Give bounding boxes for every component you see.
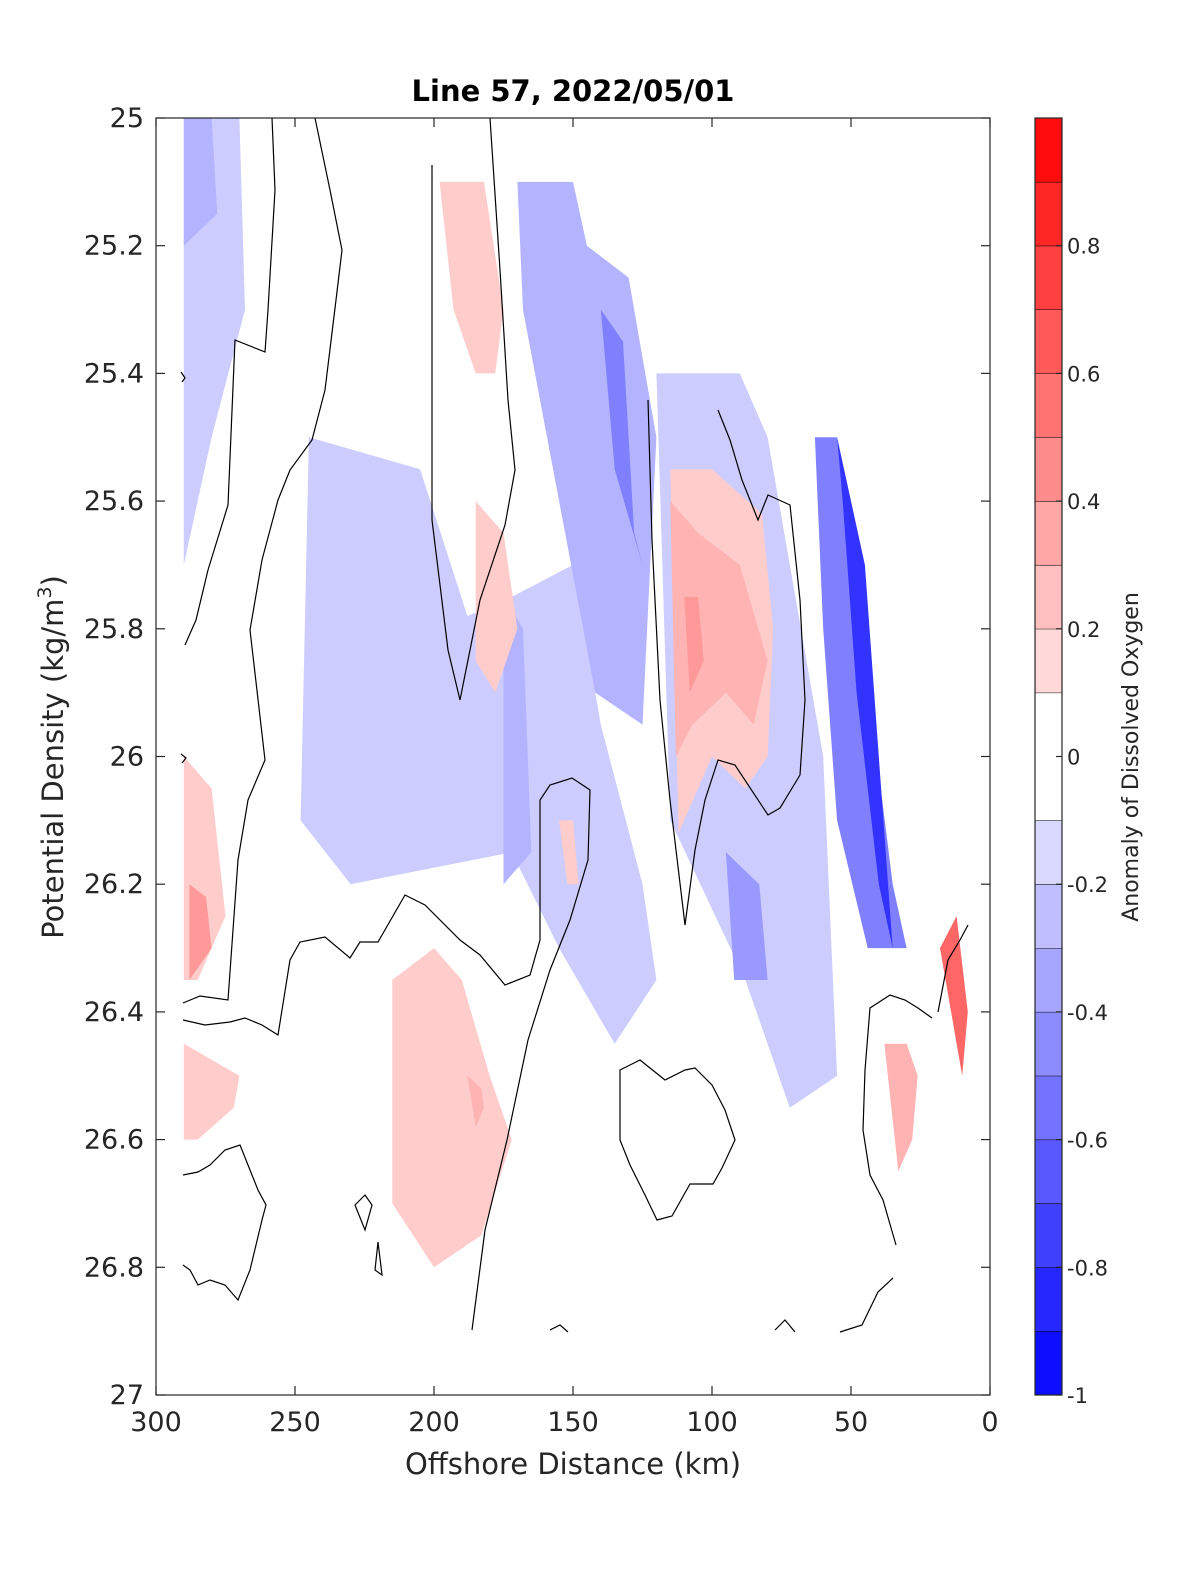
- anomaly-region-15: [439, 181, 504, 374]
- colorbar-band: [1035, 1011, 1062, 1076]
- colorbar-band: [1035, 628, 1062, 693]
- x-tick-label: 200: [408, 1407, 460, 1438]
- zero-contour-line: [862, 994, 933, 1246]
- anomaly-region-2: [300, 437, 657, 1044]
- chart-title: Line 57, 2022/05/01: [412, 74, 735, 108]
- colorbar-band: [1035, 501, 1062, 565]
- y-axis-label-close: ): [36, 575, 70, 586]
- y-tick-label: 26.2: [84, 869, 144, 900]
- zero-contour-line: [354, 1194, 373, 1232]
- y-tick-label: 25.8: [84, 614, 144, 645]
- anomaly-region-20: [684, 596, 704, 693]
- x-tick-label: 150: [547, 1407, 599, 1438]
- y-tick-label: 25: [110, 103, 144, 134]
- zero-contour-line: [374, 1241, 383, 1277]
- zero-contour-line: [431, 118, 516, 701]
- anomaly-region-13: [392, 948, 512, 1268]
- zero-contour-line: [549, 1324, 569, 1333]
- zero-contour-line: [182, 118, 343, 1004]
- y-tick-label: 26.6: [84, 1125, 144, 1156]
- colorbar-tick-label: -1: [1067, 1384, 1088, 1408]
- colorbar-band: [1035, 1139, 1062, 1204]
- colorbar-tick-label: -0.6: [1067, 1129, 1108, 1153]
- y-tick-label: 25.2: [84, 231, 144, 262]
- colorbar-tick-label: -0.4: [1067, 1001, 1108, 1025]
- x-axis-ticks: 300 250 200 150 100 50 0: [130, 118, 999, 1438]
- y-tick-label: 27: [110, 1380, 144, 1411]
- y-axis-label: Potential Density (kg/m3): [34, 575, 70, 939]
- colorbar-band: [1035, 373, 1062, 438]
- zero-contour-line: [184, 118, 276, 646]
- x-tick-label: 0: [981, 1407, 998, 1438]
- x-axis-label: Offshore Distance (km): [405, 1447, 741, 1481]
- x-tick-label: 300: [130, 1407, 182, 1438]
- colorbar-tick-label: -0.8: [1067, 1256, 1108, 1280]
- anomaly-region-3: [503, 596, 532, 885]
- anomaly-region-16: [475, 501, 518, 693]
- y-axis-ticks: 25 25.2 25.4 25.6 25.8 26 26.2 26.4 26.6 26.8 27: [84, 103, 990, 1411]
- y-tick-label: 25.6: [84, 486, 144, 517]
- y-tick-label: 26.8: [84, 1252, 144, 1283]
- x-tick-label: 250: [269, 1407, 321, 1438]
- anomaly-region-9: [837, 437, 893, 949]
- zero-contour-line: [182, 777, 591, 1331]
- zero-contour-line: [619, 1059, 736, 1221]
- anomaly-region-21: [884, 1043, 918, 1172]
- colorbar-tick-label: -0.2: [1067, 873, 1108, 897]
- colorbar-tick-label: 0.4: [1067, 490, 1100, 514]
- zero-contour-line: [647, 399, 806, 926]
- anomaly-region-22: [940, 916, 968, 1076]
- colorbar-tick-label: 0.2: [1067, 618, 1100, 642]
- colorbar-band: [1035, 437, 1062, 502]
- y-tick-label: 25.4: [84, 358, 144, 389]
- colorbar-band: [1035, 1331, 1062, 1395]
- colorbar-band: [1035, 884, 1062, 949]
- colorbar-label: Anomaly of Dissolved Oxygen: [1119, 592, 1144, 922]
- anomaly-region-11: [189, 884, 212, 980]
- zero-contour-line: [937, 924, 969, 1013]
- colorbar-tick-label: 0.6: [1067, 362, 1100, 386]
- colorbar-band: [1035, 118, 1062, 182]
- anomaly-region-4: [517, 181, 657, 725]
- colorbar-band: [1035, 181, 1062, 246]
- colorbar-tick-label: 0: [1067, 746, 1080, 770]
- plot-area: [156, 118, 990, 1395]
- zero-contour-line: [774, 1319, 796, 1333]
- anomaly-region-7: [725, 852, 768, 980]
- anomaly-region-19: [670, 501, 768, 757]
- anomaly-region-12: [183, 1043, 240, 1140]
- colorbar-band: [1035, 948, 1062, 1012]
- colorbar-ticks: -1 -0.8 -0.6 -0.4 -0.2 0 0.2 0.4 0.6 0.8: [1056, 235, 1108, 1408]
- x-tick-label: 100: [686, 1407, 738, 1438]
- anomaly-region-14: [467, 1075, 484, 1127]
- zero-contour-line: [839, 1277, 894, 1333]
- zero-contour-line: [180, 371, 186, 383]
- colorbar-tick-label: 0.8: [1067, 235, 1100, 259]
- x-tick-label: 50: [834, 1407, 868, 1438]
- colorbar-band: [1035, 1075, 1062, 1140]
- anomaly-region-17: [559, 820, 579, 885]
- y-tick-label: 26: [110, 742, 144, 773]
- colorbar-band: [1035, 1267, 1062, 1332]
- anomaly-region-1: [183, 118, 218, 246]
- zero-contour-line: [180, 753, 187, 764]
- y-tick-label: 26.4: [84, 997, 144, 1028]
- colorbar-band: [1035, 564, 1062, 629]
- colorbar-band: [1035, 309, 1062, 374]
- colorbar: [1035, 117, 1062, 1395]
- colorbar-band: [1035, 245, 1062, 310]
- zero-contour-lines: [180, 118, 969, 1333]
- anomaly-contour-fills: [183, 118, 968, 1268]
- colorbar-band: [1035, 1203, 1062, 1268]
- y-axis-label-exponent: 3: [34, 586, 56, 598]
- y-axis-label-main: Potential Density (kg/m: [36, 599, 70, 939]
- anomaly-region-5: [600, 309, 643, 565]
- colorbar-band: [1035, 820, 1062, 885]
- zero-contour-line: [182, 1144, 267, 1302]
